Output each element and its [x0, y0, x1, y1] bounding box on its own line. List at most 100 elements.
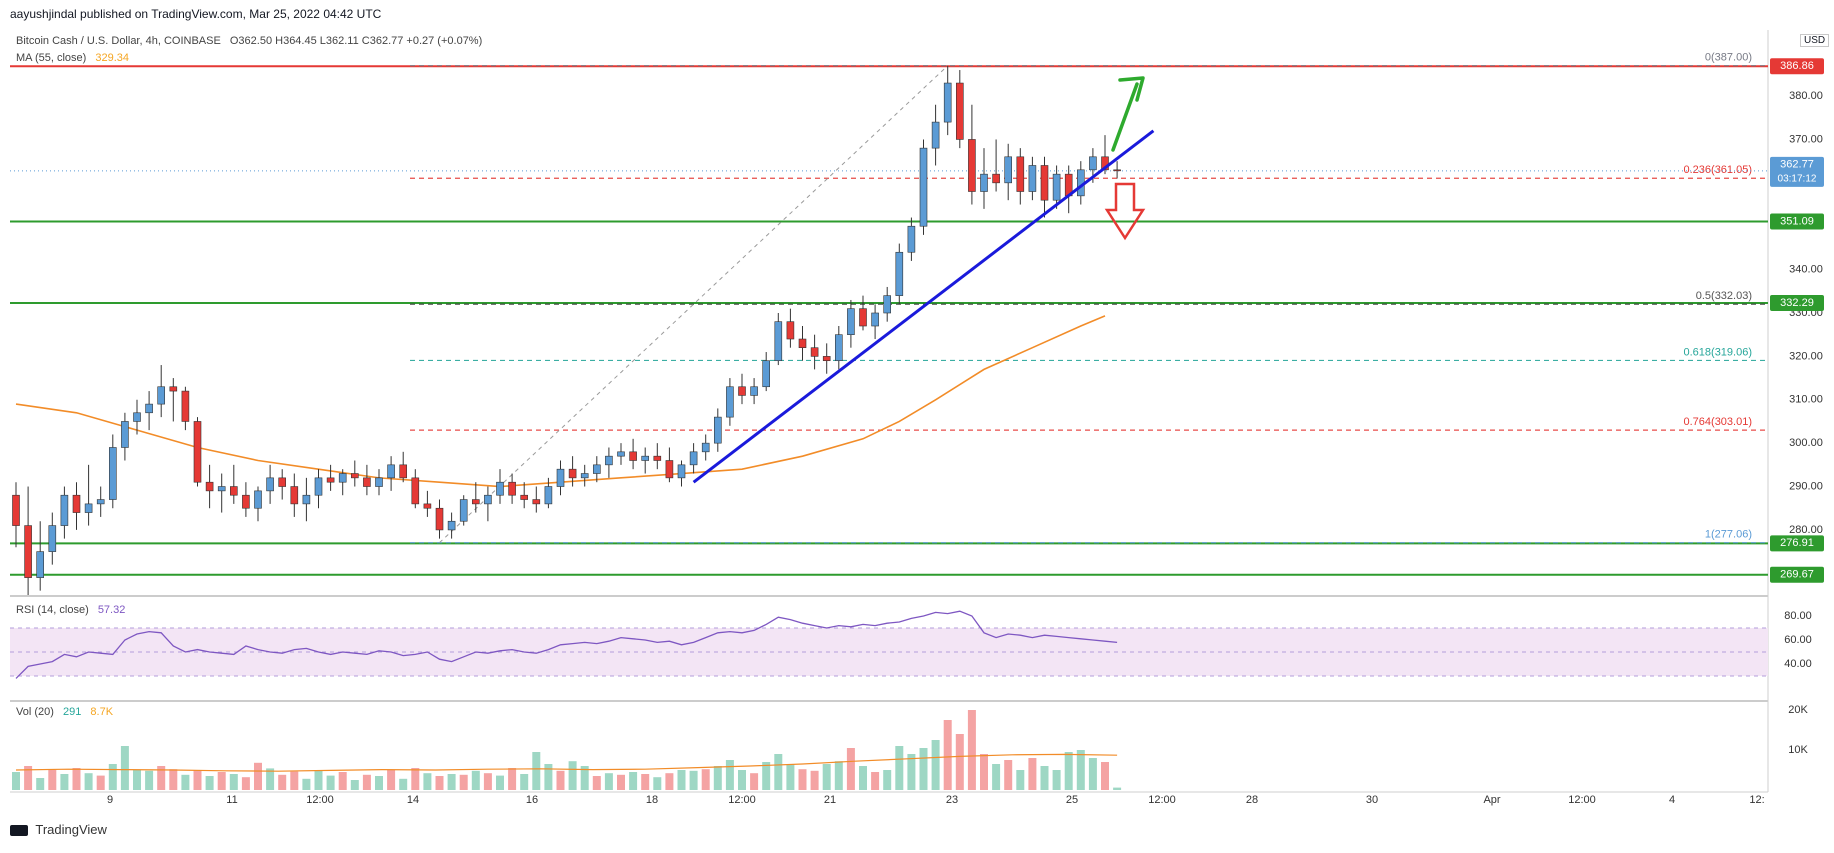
volume-bar — [326, 775, 335, 790]
price-tick-label: 380.00 — [1789, 90, 1823, 102]
time-tick-label: 21 — [824, 794, 836, 806]
volume-tick-label: 20K — [1788, 704, 1808, 716]
volume-bar — [677, 770, 686, 790]
rsi-label: RSI (14, close) — [16, 604, 89, 616]
candle-body — [230, 486, 238, 496]
candle-body — [1089, 156, 1097, 171]
volume-bar — [980, 754, 988, 790]
vol-legend[interactable]: Vol (20) 291 8.7K — [16, 706, 119, 718]
volume-bar — [725, 760, 734, 790]
time-tick-label: 9 — [107, 794, 113, 806]
volume-bar — [302, 778, 311, 790]
candle-body — [326, 477, 335, 483]
price-tick-label: 310.00 — [1789, 394, 1823, 406]
rsi-legend[interactable]: RSI (14, close) 57.32 — [16, 604, 131, 616]
candle-body — [121, 421, 129, 448]
fib-level-label: 0.236(361.05) — [1684, 164, 1753, 176]
candle-body — [907, 225, 916, 253]
volume-bar — [544, 764, 553, 790]
ma-legend[interactable]: MA (55, close) 329.34 — [16, 52, 135, 64]
volume-bar — [72, 768, 81, 790]
volume-bar — [411, 768, 420, 790]
volume-bar — [120, 746, 129, 790]
down-arrow-icon — [1104, 182, 1146, 241]
time-tick-label: 12:00 — [1148, 794, 1176, 806]
candle-body — [72, 494, 81, 513]
candle-body — [508, 481, 516, 496]
volume-bar — [907, 754, 916, 790]
candle-body — [943, 82, 952, 123]
volume-bar — [399, 778, 408, 790]
volume-bar — [229, 774, 238, 790]
rsi-value: 57.32 — [97, 604, 126, 616]
ma-label: MA (55, close) — [16, 52, 87, 64]
candle-body — [109, 447, 117, 500]
volume-bar — [48, 770, 57, 790]
volume-bar — [157, 766, 166, 790]
time-tick-label: Apr — [1483, 794, 1500, 806]
time-tick-label: 25 — [1066, 794, 1078, 806]
candle-body — [980, 173, 988, 192]
tradingview-brand[interactable]: TradingView — [10, 822, 107, 837]
volume-bar — [895, 746, 904, 790]
candle-body — [665, 460, 674, 479]
volume-bar — [338, 772, 347, 790]
volume-bar — [665, 773, 674, 790]
candle-body — [423, 503, 432, 509]
volume-bar — [459, 774, 468, 790]
volume-bar — [834, 761, 843, 790]
candle-body — [84, 503, 93, 513]
volume-bar — [1028, 758, 1037, 790]
volume-bar — [810, 770, 819, 790]
volume-bar — [314, 770, 323, 790]
rsi-tick-label: 40.00 — [1784, 658, 1812, 670]
volume-bar — [483, 773, 492, 790]
time-tick-label: 23 — [946, 794, 958, 806]
volume-bar — [447, 774, 456, 790]
symbol-line: Bitcoin Cash / U.S. Dollar, 4h, COINBASE — [16, 35, 221, 47]
candle-body — [399, 464, 408, 479]
volume-bar — [108, 764, 117, 790]
volume-bar — [532, 752, 541, 790]
fib-level-label: 0.5(332.03) — [1696, 290, 1752, 302]
volume-bar — [254, 762, 262, 790]
candle-body — [822, 356, 831, 362]
volume-bar — [762, 762, 771, 790]
level-badge-label: 276.91 — [1780, 537, 1814, 549]
candle-body — [96, 499, 105, 505]
volume-bar — [362, 774, 371, 790]
volume-bar — [169, 769, 178, 790]
vol-value: 291 — [62, 706, 82, 718]
volume-bar — [738, 770, 746, 790]
volume-bar — [617, 774, 625, 790]
candle-body — [617, 451, 625, 457]
volume-bar — [774, 754, 783, 790]
volume-bar — [1064, 752, 1073, 790]
candle-body — [931, 121, 940, 149]
candle-body — [641, 455, 650, 461]
candle-body — [568, 468, 577, 479]
candle-body — [895, 251, 904, 296]
candle-body — [919, 147, 928, 227]
candle-body — [193, 421, 202, 483]
candle-body — [580, 473, 589, 479]
symbol-legend[interactable]: Bitcoin Cash / U.S. Dollar, 4h, COINBASE… — [16, 35, 488, 47]
volume-bar — [592, 776, 601, 790]
volume-bar — [181, 774, 190, 790]
currency-button[interactable]: USD — [1800, 34, 1830, 47]
volume-bar — [60, 774, 69, 790]
level-badge — [1770, 213, 1824, 230]
candle-body — [447, 520, 456, 531]
time-tick-label: 12:00 — [306, 794, 334, 806]
volume-bar — [350, 780, 359, 790]
candle-body — [471, 499, 480, 505]
volume-bar — [1052, 770, 1061, 790]
candle-body — [411, 477, 420, 505]
volume-bar — [1113, 787, 1122, 790]
rsi-tick-label: 60.00 — [1784, 634, 1812, 646]
candle-body — [387, 464, 395, 479]
candle-body — [1016, 156, 1025, 192]
volume-bar — [955, 734, 964, 790]
volume-bar — [133, 770, 141, 790]
candle-body — [592, 464, 601, 474]
